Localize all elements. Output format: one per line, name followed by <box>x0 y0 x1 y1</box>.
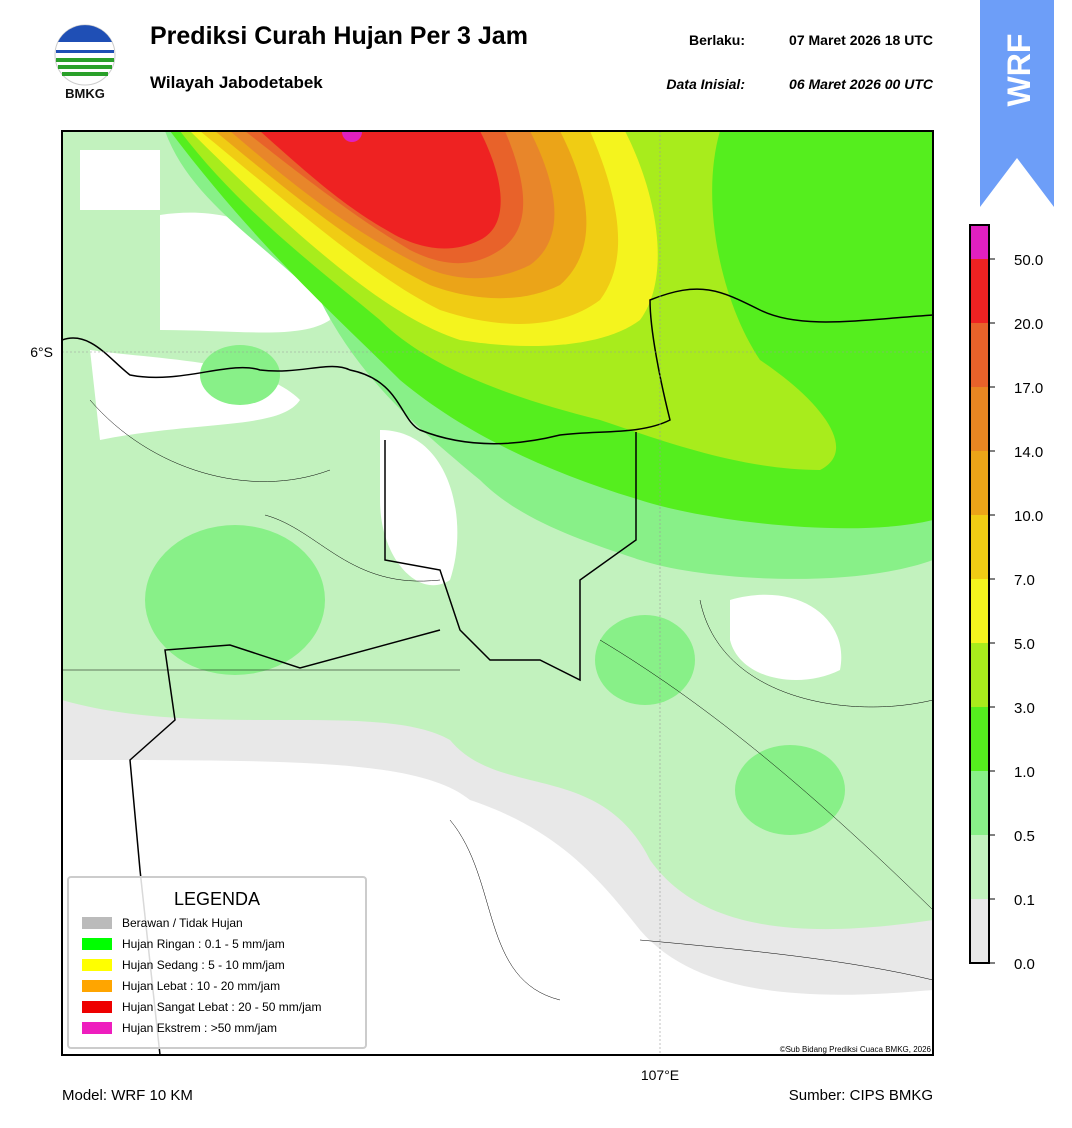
bmkg-logo <box>54 24 116 86</box>
valid-label: Berlaku: <box>689 32 745 48</box>
model-note: Model: WRF 10 KM <box>62 1087 193 1104</box>
colorbar-segment <box>970 323 989 387</box>
colorbar-segment <box>970 515 989 579</box>
colorbar-segment <box>970 835 989 899</box>
colorbar-label: 20.0 <box>1014 316 1043 333</box>
wrf-badge-text: WRF <box>1001 34 1037 107</box>
lon-label: 107°E <box>641 1067 679 1083</box>
map-frame <box>61 130 934 1056</box>
colorbar-segment <box>970 387 989 451</box>
colorbar: 0.0 0.1 0.5 1.0 3.0 5.0 7.0 10.0 14.0 17.0 20.0 50.… <box>969 224 1043 973</box>
legend-box <box>67 876 367 1049</box>
legend-title: LEGENDA <box>174 889 260 909</box>
colorbar-segment <box>970 579 989 643</box>
colorbar-segment <box>970 451 989 515</box>
legend-swatch <box>82 917 112 929</box>
colorbar-label: 7.0 <box>1014 572 1035 589</box>
credit: ©Sub Bidang Prediksi Cuaca BMKG, 2026 <box>780 1045 932 1054</box>
colorbar-label: 10.0 <box>1014 508 1043 525</box>
logo-text: BMKG <box>65 86 105 101</box>
legend-swatch <box>82 980 112 992</box>
colorbar-label: 1.0 <box>1014 764 1035 781</box>
colorbar-label: 50.0 <box>1014 252 1043 269</box>
legend-swatch <box>82 1001 112 1013</box>
wrf-badge <box>980 0 1054 207</box>
legend-label: Hujan Sedang : 5 - 10 mm/jam <box>122 958 285 972</box>
colorbar-segment <box>970 225 989 259</box>
legend-label: Hujan Ekstrem : >50 mm/jam <box>122 1021 277 1035</box>
colorbar-label: 17.0 <box>1014 380 1043 397</box>
source-note: Sumber: CIPS BMKG <box>789 1087 933 1104</box>
legend-swatch <box>82 938 112 950</box>
init-value: 06 Maret 2026 00 UTC <box>789 76 934 92</box>
colorbar-segment <box>970 771 989 835</box>
legend-label: Hujan Ringan : 0.1 - 5 mm/jam <box>122 937 285 951</box>
legend-swatch <box>82 1022 112 1034</box>
init-label: Data Inisial: <box>666 76 745 92</box>
legend-label: Hujan Sangat Lebat : 20 - 50 mm/jam <box>122 1000 321 1014</box>
legend-label: Berawan / Tidak Hujan <box>122 916 243 930</box>
colorbar-label: 0.5 <box>1014 828 1035 845</box>
legend-items: Berawan / Tidak Hujan Hujan Ringan : 0.1 … <box>82 916 321 1035</box>
colorbar-segment <box>970 643 989 707</box>
title: Prediksi Curah Hujan Per 3 Jam <box>150 22 528 50</box>
colorbar-label: 3.0 <box>1014 700 1035 717</box>
legend-label: Hujan Lebat : 10 - 20 mm/jam <box>122 979 280 993</box>
colorbar-frame <box>969 224 990 964</box>
colorbar-label: 5.0 <box>1014 636 1035 653</box>
lat-label: 6°S <box>30 344 53 360</box>
colorbar-label: 14.0 <box>1014 444 1043 461</box>
colorbar-segment <box>970 707 989 771</box>
subtitle: Wilayah Jabodetabek <box>150 73 323 92</box>
valid-value: 07 Maret 2026 18 UTC <box>789 32 933 48</box>
colorbar-label: 0.0 <box>1014 956 1035 973</box>
colorbar-segment <box>970 899 989 963</box>
colorbar-segment <box>970 259 989 323</box>
legend-swatch <box>82 959 112 971</box>
colorbar-label: 0.1 <box>1014 892 1035 909</box>
